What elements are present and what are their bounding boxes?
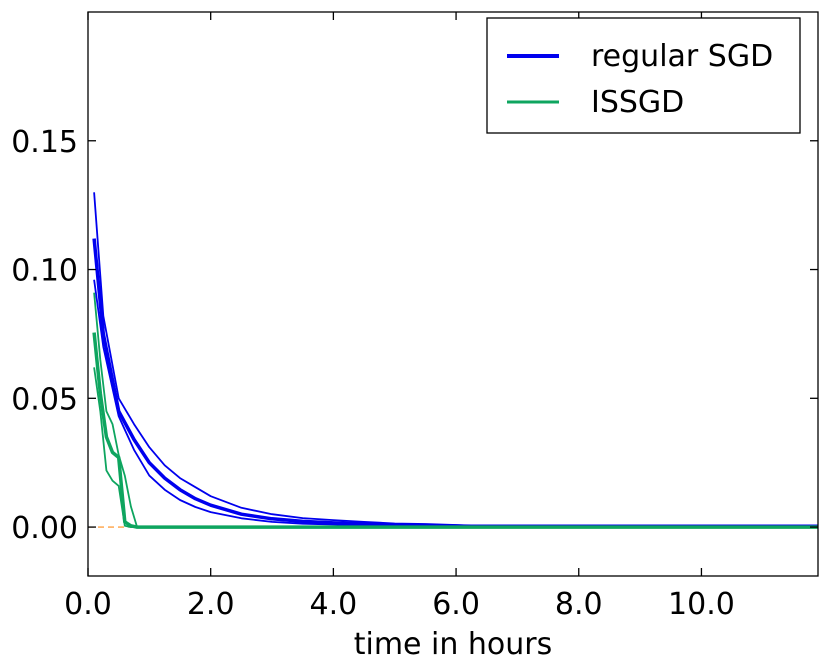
plot-frame xyxy=(87,11,819,577)
series-layer xyxy=(92,192,818,529)
y-tick-label: 0.10 xyxy=(11,254,78,289)
y-tick-label: 0.15 xyxy=(11,125,78,160)
x-tick-label: 0.0 xyxy=(64,587,112,622)
series-line-issgd-lower xyxy=(93,367,818,528)
legend-label-regular-sgd: regular SGD xyxy=(591,39,773,74)
x-tick-label: 6.0 xyxy=(432,587,480,622)
series-line-regular-sgd-upper xyxy=(93,192,818,527)
x-tick-label: 4.0 xyxy=(310,587,358,622)
x-tick-label: 2.0 xyxy=(187,587,235,622)
x-axis-label: time in hours xyxy=(354,627,553,662)
x-tick-label: 8.0 xyxy=(555,587,603,622)
legend-label-issgd: ISSGD xyxy=(591,85,684,120)
legend: regular SGD ISSGD xyxy=(486,17,801,134)
y-tick-label: 0.00 xyxy=(11,511,78,546)
ticks-layer: 0.0 2.0 4.0 6.0 8.0 10.0 0.00 0.05 0.10 0.15 xyxy=(11,12,818,622)
legend-box xyxy=(486,17,801,134)
x-tick-label: 10.0 xyxy=(668,587,735,622)
y-tick-label: 0.05 xyxy=(11,382,78,417)
